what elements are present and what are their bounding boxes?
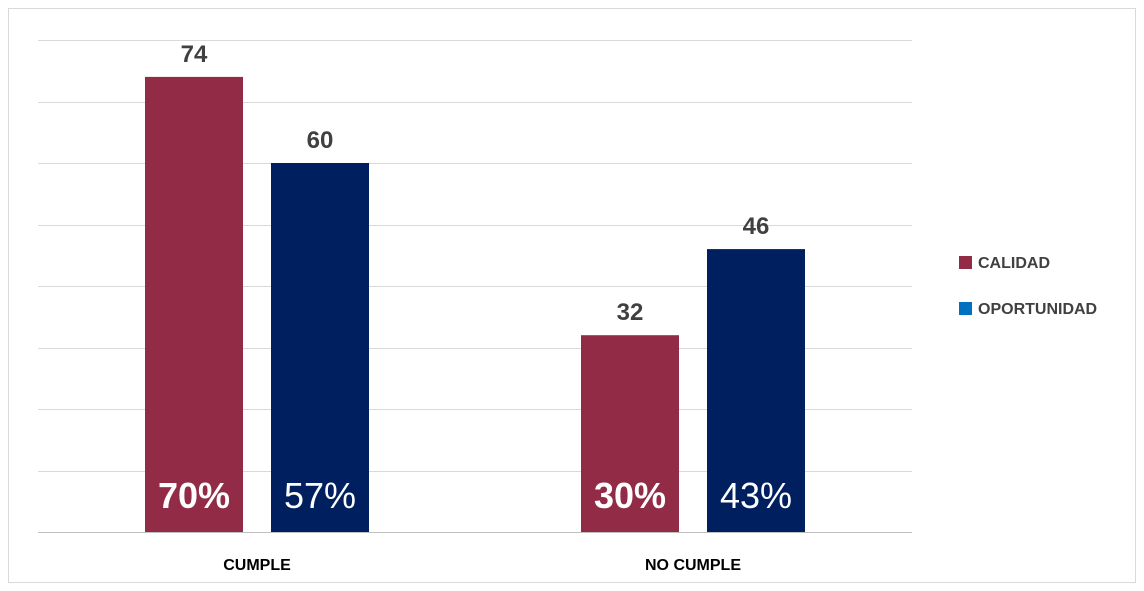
bar-calidad-no-cumple	[581, 335, 679, 532]
value-label: 32	[617, 299, 644, 326]
value-label: 60	[307, 127, 334, 154]
legend-swatch	[959, 302, 972, 315]
percent-label: 70%	[158, 475, 230, 516]
data-labels: 74 70% 60 57% 32 30% 46 43%	[158, 41, 792, 516]
bar-oportunidad-cumple	[271, 163, 369, 532]
category-label: NO CUMPLE	[645, 557, 741, 574]
bar-calidad-cumple	[145, 76, 243, 533]
legend-label: OPORTUNIDAD	[978, 301, 1097, 318]
x-axis: CUMPLE NO CUMPLE	[38, 532, 912, 574]
category-label: CUMPLE	[223, 557, 291, 574]
legend: CALIDAD OPORTUNIDAD	[959, 255, 1097, 318]
bar-oportunidad-no-cumple	[707, 249, 805, 532]
percent-label: 57%	[284, 475, 356, 516]
percent-label: 43%	[720, 475, 792, 516]
legend-label: CALIDAD	[978, 255, 1050, 272]
bars	[145, 76, 805, 533]
value-label: 46	[743, 213, 770, 240]
percent-label: 30%	[594, 475, 666, 516]
value-label: 74	[181, 41, 208, 68]
legend-swatch	[959, 256, 972, 269]
